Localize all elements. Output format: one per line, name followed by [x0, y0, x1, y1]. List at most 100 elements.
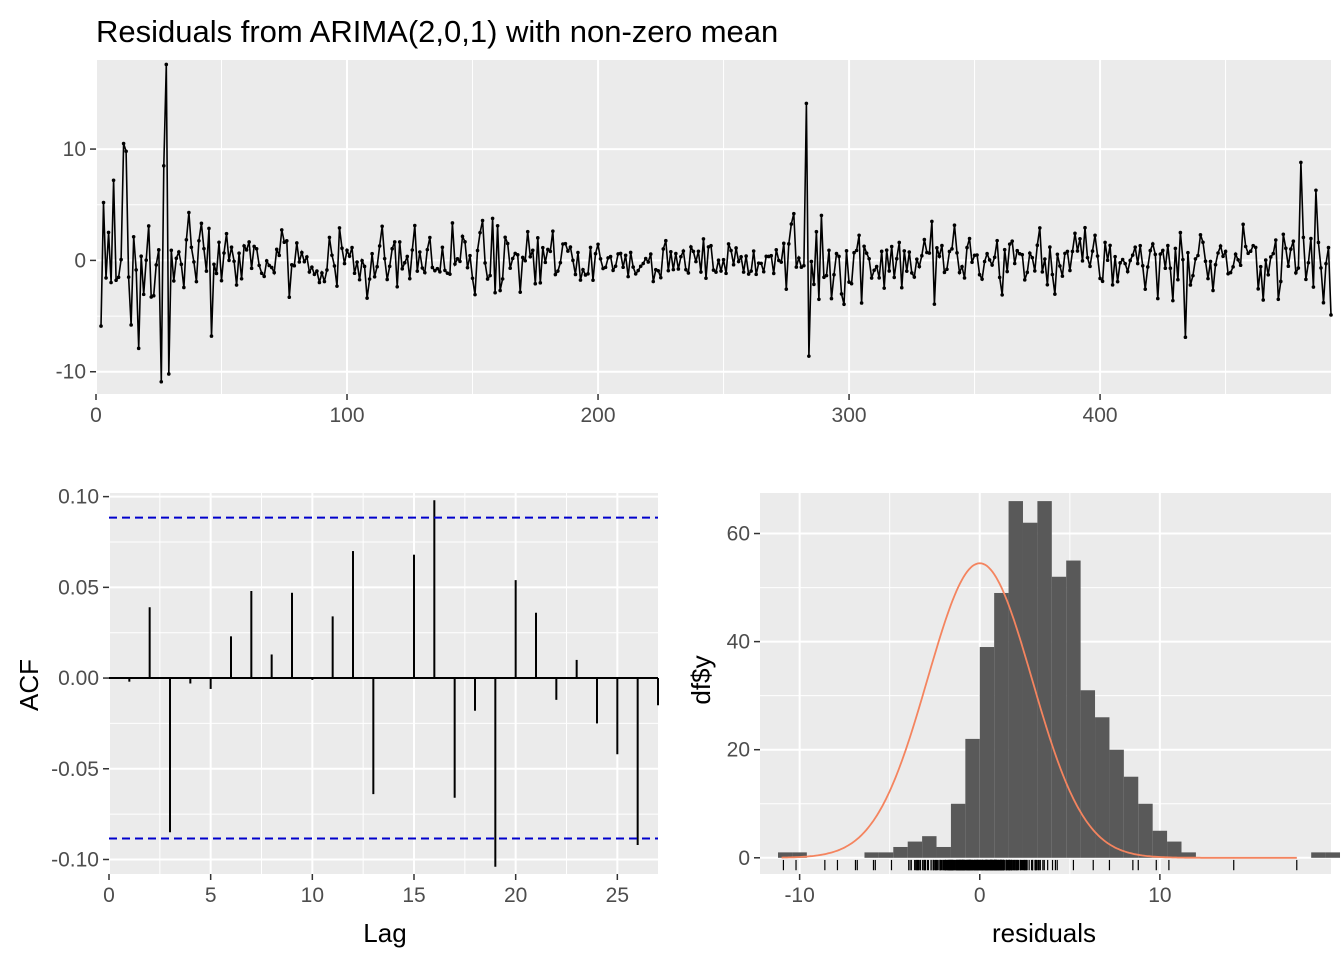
residual-point [1033, 269, 1037, 273]
residual-point [367, 277, 372, 281]
residual-point [1015, 248, 1020, 253]
residual-point [671, 267, 676, 272]
residual-point [543, 260, 548, 265]
residual-point [626, 274, 630, 279]
residual-point [440, 245, 445, 250]
residual-point [174, 256, 179, 261]
residual-point [119, 257, 123, 262]
residual-point [980, 277, 984, 281]
residual-point [292, 263, 297, 268]
residual-point [618, 251, 623, 256]
residual-point [646, 260, 651, 264]
residual-point [435, 266, 440, 271]
residual-point [1271, 251, 1276, 256]
residual-point [1246, 251, 1250, 256]
residual-point [264, 258, 269, 263]
residual-point [402, 260, 407, 265]
residual-point [272, 270, 277, 275]
residual-point [1168, 266, 1173, 271]
residual-point [771, 271, 776, 276]
residual-point [1221, 254, 1225, 259]
histogram-bar [792, 852, 807, 858]
residual-point [126, 275, 131, 279]
residual-point [1075, 249, 1080, 253]
residual-point [1098, 276, 1102, 281]
histogram-bar [1080, 690, 1096, 858]
residual-point [957, 270, 962, 275]
residual-point [985, 251, 989, 256]
residual-point [355, 260, 359, 264]
residual-point [551, 229, 555, 233]
residual-point [342, 261, 347, 266]
residual-point [804, 101, 809, 106]
residual-point [676, 267, 681, 271]
residual-point [736, 259, 741, 264]
residual-point [134, 268, 138, 272]
residual-point [837, 254, 841, 259]
residual-point [1055, 252, 1060, 257]
residual-point [781, 241, 786, 246]
residual-point [121, 141, 126, 146]
x-tick-label: -10 [784, 884, 814, 907]
residual-point [247, 240, 251, 244]
residual-point [942, 270, 947, 275]
residual-point [370, 251, 374, 256]
residual-point [287, 295, 292, 300]
residual-point [749, 269, 753, 273]
residual-point [1100, 279, 1105, 284]
y-tick-label: -0.10 [51, 848, 99, 871]
residual-point [553, 272, 558, 277]
residual-point [812, 282, 816, 287]
residual-point [1171, 298, 1175, 303]
residual-point [1022, 278, 1027, 282]
residual-point [380, 224, 384, 229]
residual-point [520, 255, 525, 260]
residual-point [638, 264, 643, 269]
histogram-x-axis-label: residuals [992, 918, 1096, 948]
residual-point [664, 238, 668, 243]
residual-point [267, 263, 272, 268]
residual-point [1178, 230, 1183, 235]
residual-point [869, 276, 874, 280]
residual-point [448, 272, 452, 276]
residual-point [305, 255, 309, 259]
residual-point [686, 271, 691, 275]
residual-point [794, 265, 799, 269]
residual-point [1113, 254, 1117, 259]
residual-point [669, 249, 673, 254]
residual-point [104, 276, 108, 280]
histogram-bar [1109, 749, 1124, 858]
x-tick-label: 0 [90, 404, 102, 427]
x-tick-label: 100 [329, 404, 364, 427]
residual-point [518, 290, 523, 294]
residual-point [1145, 265, 1150, 269]
residual-point [189, 245, 194, 250]
histogram-bar [1022, 522, 1038, 858]
residual-point [1140, 264, 1145, 268]
residual-point [754, 272, 758, 277]
residual-point [257, 263, 261, 268]
residual-point [1133, 245, 1138, 249]
residual-point [1251, 243, 1255, 248]
residual-point [1038, 226, 1042, 230]
residual-point [345, 248, 349, 253]
residual-point [1065, 249, 1070, 254]
residual-point [423, 270, 427, 275]
residual-point [774, 248, 779, 252]
residual-point [689, 245, 693, 249]
residual-point [603, 265, 608, 270]
x-tick-label: 0 [974, 884, 986, 907]
residual-point [613, 264, 618, 268]
residual-point [952, 223, 957, 228]
residual-point [340, 246, 344, 250]
residual-point [390, 246, 394, 251]
residual-point [751, 249, 756, 253]
residual-point [1261, 298, 1266, 302]
residual-point [842, 302, 846, 307]
residual-point [829, 296, 834, 301]
residual-point [588, 245, 593, 250]
residual-point [172, 279, 176, 283]
residual-point [759, 261, 763, 266]
residual-point [832, 272, 836, 277]
residual-point [430, 265, 435, 270]
